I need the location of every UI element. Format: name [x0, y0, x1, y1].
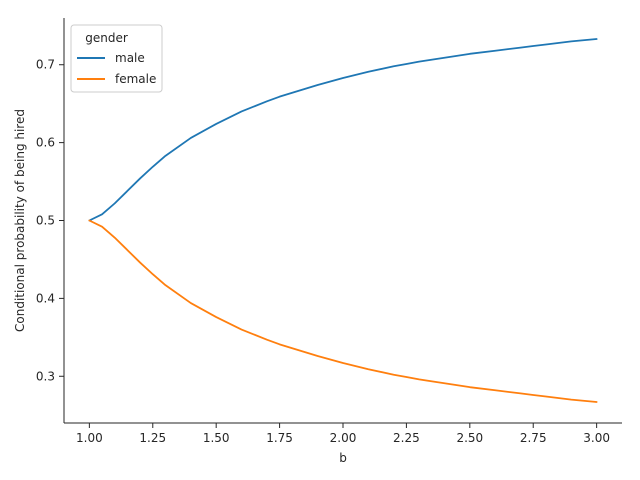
legend-entry-female: female — [115, 72, 156, 86]
x-tick-label: 2.50 — [456, 431, 483, 445]
y-tick-label: 0.7 — [36, 58, 55, 72]
legend-entry-male: male — [115, 51, 145, 65]
y-ticks: 0.3 0.4 0.5 0.6 0.7 — [36, 58, 64, 383]
x-ticks: 1.00 1.25 1.50 1.75 2.00 2.25 2.50 2.75 3.00 — [76, 423, 610, 445]
series-group — [88, 38, 598, 403]
x-axis-label: b — [339, 451, 347, 465]
x-tick-label: 1.00 — [76, 431, 103, 445]
legend-box — [70, 24, 163, 93]
x-tick-label: 3.00 — [583, 431, 610, 445]
x-tick-label: 2.25 — [393, 431, 420, 445]
legend-title: gender — [85, 31, 128, 45]
x-tick-label: 1.25 — [139, 431, 166, 445]
series-line-male — [88, 38, 598, 222]
x-tick-label: 2.75 — [520, 431, 547, 445]
y-axis-label: Conditional probability of being hired — [13, 109, 27, 332]
x-tick-label: 1.50 — [203, 431, 230, 445]
y-tick-label: 0.6 — [36, 136, 55, 150]
y-tick-label: 0.3 — [36, 369, 55, 383]
x-tick-label: 2.00 — [330, 431, 357, 445]
x-tick-label: 1.75 — [266, 431, 293, 445]
y-tick-label: 0.5 — [36, 214, 55, 228]
legend: gender male female — [70, 24, 163, 93]
series-line-female — [88, 219, 598, 403]
y-tick-label: 0.4 — [36, 291, 55, 305]
